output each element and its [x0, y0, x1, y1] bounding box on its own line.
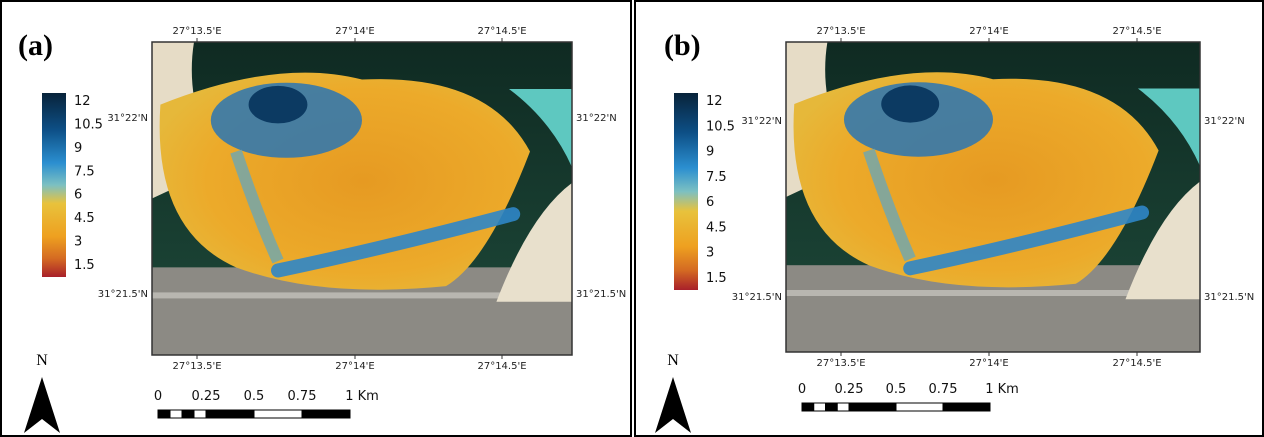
coord-label: 27°14'E [969, 26, 1009, 37]
scale-segment [194, 410, 206, 418]
coord-label: 31°21.5'N [98, 289, 148, 300]
scale-label: 0.75 [288, 389, 317, 404]
coord-label: 27°14.5'E [1112, 26, 1161, 37]
coord-label: 31°22'N [107, 113, 148, 124]
scale-label: 0.5 [886, 382, 907, 397]
deepest [881, 85, 939, 122]
scale-label: 0.5 [244, 389, 265, 404]
colorbar-label: 12 [74, 94, 91, 109]
coord-label: 27°13.5'E [816, 26, 865, 37]
colorbar-label: 7.5 [74, 164, 95, 179]
scale-segment [158, 410, 170, 418]
scale-label: 0 [798, 382, 806, 397]
panel: (b) 27°13.5'E 27°14'E 27°14.5'E 27°13.5'E 27°… [635, 1, 1263, 436]
scale-segment [206, 410, 254, 418]
scale-segment [826, 403, 838, 411]
scale-label: 0.25 [192, 389, 221, 404]
scale-label: 0.75 [929, 382, 958, 397]
north-arrow [24, 377, 60, 433]
colorbar-label: 3 [706, 246, 714, 261]
coord-label: 27°14'E [335, 26, 375, 37]
panel-label: (b) [664, 29, 701, 62]
coord-label: 27°14.5'E [477, 26, 526, 37]
panel: (a) 27°13.5'E 27°14'E 27°14.5'E 27°13.5'E 27°… [1, 1, 631, 436]
colorbar-label: 6 [706, 195, 714, 210]
figure: (a) 27°13.5'E 27°14'E 27°14.5'E 27°13.5'E 27°… [0, 0, 1264, 437]
colorbar-label: 1.5 [74, 258, 95, 273]
scale-segment [837, 403, 849, 411]
scale-label: 1 Km [345, 389, 379, 404]
colorbar-label: 12 [706, 94, 723, 109]
panel-label: (a) [18, 29, 53, 62]
scale-segment [254, 410, 302, 418]
colorbar-label: 10.5 [74, 117, 103, 132]
colorbar-label: 10.5 [706, 119, 735, 134]
scale-segment [814, 403, 826, 411]
colorbar-label: 4.5 [706, 220, 727, 235]
scale-segment [170, 410, 182, 418]
coord-label: 27°13.5'E [172, 26, 221, 37]
coord-label: 27°13.5'E [172, 361, 221, 372]
colorbar-label: 4.5 [74, 211, 95, 226]
scale-segment [943, 403, 990, 411]
scale-segment [849, 403, 896, 411]
scale-segment [802, 403, 814, 411]
colorbar-label: 9 [74, 141, 82, 156]
scale-label: 0 [154, 389, 162, 404]
coord-label: 31°21.5'N [732, 292, 782, 303]
map-image [786, 42, 1200, 352]
colorbar-label: 7.5 [706, 170, 727, 185]
colorbar-label: 9 [706, 145, 714, 160]
scale-segment [896, 403, 943, 411]
coord-label: 27°13.5'E [816, 358, 865, 369]
coord-label: 31°21.5'N [576, 289, 626, 300]
coord-label: 31°22'N [741, 116, 782, 127]
north-arrow [655, 377, 691, 433]
map-image [152, 42, 572, 355]
colorbar [42, 93, 66, 277]
coord-label: 31°21.5'N [1204, 292, 1254, 303]
coord-label: 27°14'E [969, 358, 1009, 369]
colorbar-label: 6 [74, 188, 82, 203]
deepest [249, 86, 308, 124]
coord-label: 27°14.5'E [477, 361, 526, 372]
colorbar-label: 3 [74, 235, 82, 250]
north-label: N [667, 352, 679, 369]
colorbar [674, 93, 698, 290]
colorbar-label: 1.5 [706, 271, 727, 286]
north-label: N [36, 352, 48, 369]
coord-label: 27°14.5'E [1112, 358, 1161, 369]
scale-label: 1 Km [985, 382, 1019, 397]
coord-label: 31°22'N [1204, 116, 1245, 127]
coord-label: 27°14'E [335, 361, 375, 372]
scale-segment [302, 410, 350, 418]
scale-segment [182, 410, 194, 418]
scale-label: 0.25 [835, 382, 864, 397]
coord-label: 31°22'N [576, 113, 617, 124]
